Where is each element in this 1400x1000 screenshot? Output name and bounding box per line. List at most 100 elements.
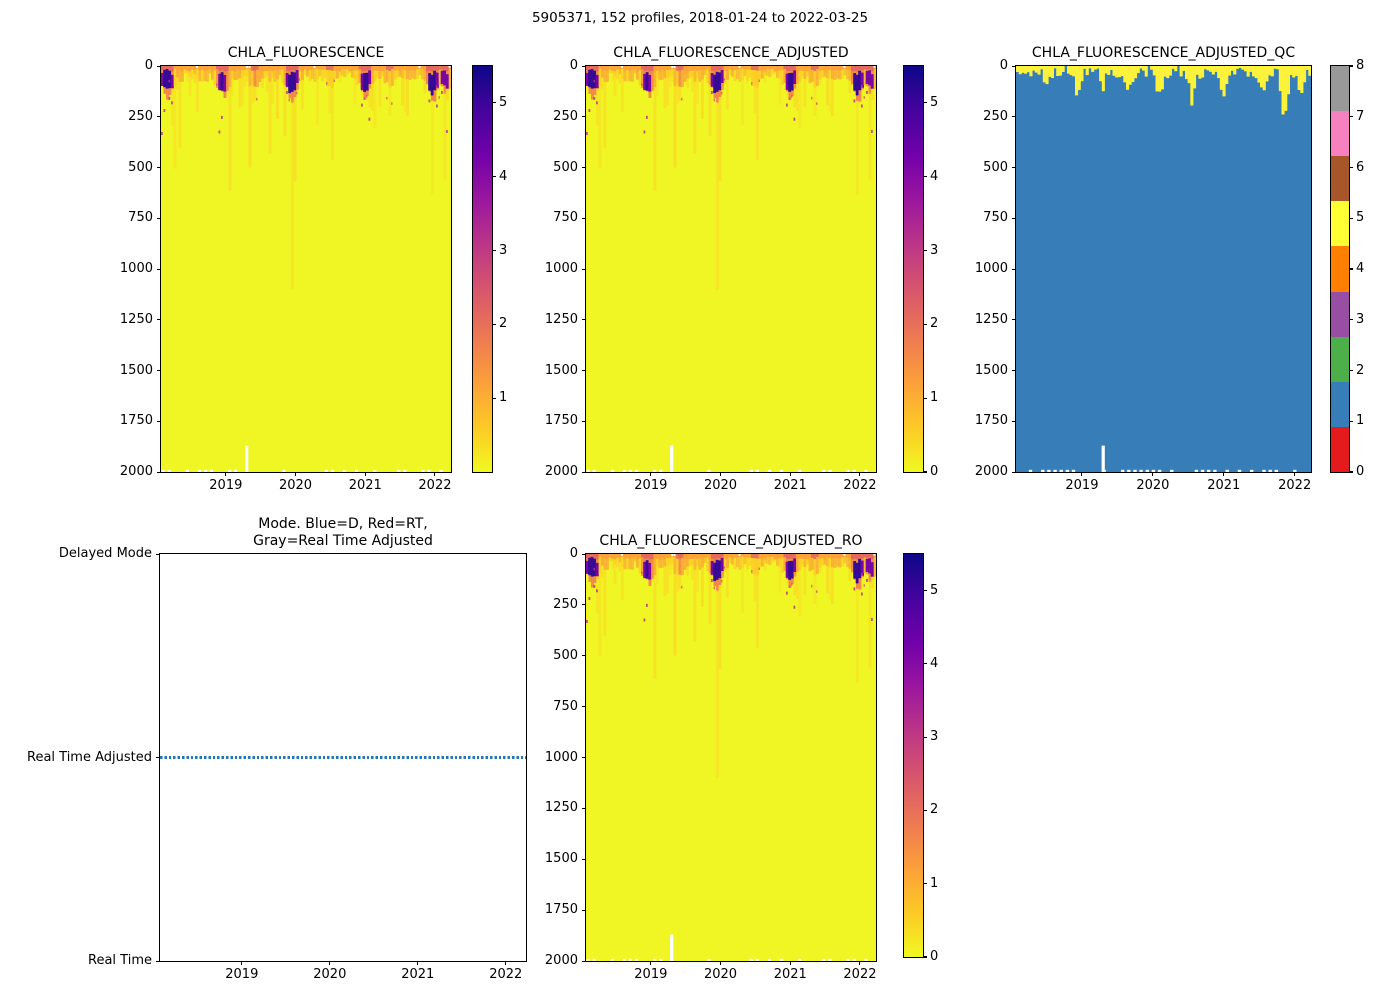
colorbar-tick-label: 0 <box>930 949 939 964</box>
colorbar-tick-mark <box>492 249 496 252</box>
x-tick-mark <box>329 961 331 965</box>
y-tick-label: 2000 <box>119 464 153 479</box>
colorbar-tick-label: 3 <box>499 242 508 258</box>
x-tick-mark <box>789 961 791 965</box>
y-tick-mark <box>157 319 161 321</box>
y-tick-mark <box>582 655 586 657</box>
y-tick-mark <box>1012 370 1016 371</box>
real-time-adjusted-line <box>160 756 526 759</box>
colorbar-tick-mark <box>923 249 927 252</box>
colorbar-tick-label: 0 <box>1356 464 1365 479</box>
colorbar-segment-qc-7 <box>1331 111 1349 157</box>
x-tick-label: 2022 <box>489 967 523 982</box>
colorbar-tick-mark <box>923 883 927 885</box>
colorbar-tick-label: 2 <box>1356 362 1365 378</box>
y-tick-mark <box>582 757 586 758</box>
y-tick-mark <box>582 807 586 809</box>
y-tick-mark <box>582 65 586 67</box>
y-tick-mark <box>1012 116 1016 118</box>
x-tick-label: 2020 <box>703 967 738 982</box>
x-tick-label: 2020 <box>703 478 738 493</box>
y-tick-label: 2000 <box>544 953 578 968</box>
colorbar-chla-fluorescence-adjusted: 0 1 2 3 4 5 <box>903 65 938 479</box>
y-tick-label: 1250 <box>544 800 578 816</box>
y-tick-mark <box>156 757 160 758</box>
y-tick-mark <box>1012 217 1016 219</box>
x-tick-mark <box>859 472 861 476</box>
colorbar-tick-label: 4 <box>930 168 939 184</box>
plot-title: CHLA_FLUORESCENCE_ADJUSTED_QC <box>1031 45 1296 61</box>
y-tick-mark <box>582 268 586 270</box>
y-tick-mark <box>157 420 161 422</box>
colorbar-tick-label: 1 <box>1356 413 1365 429</box>
y-tick-label: 1500 <box>544 851 578 867</box>
x-tick-mark <box>1223 472 1225 476</box>
x-tick-label: 2020 <box>313 967 347 982</box>
colorbar-tick-mark <box>923 176 927 178</box>
chla-fluorescence-adjusted-ro-heatmap <box>586 554 876 961</box>
y-tick-mark <box>582 116 586 118</box>
y-tick-mark <box>582 960 586 962</box>
y-tick-mark <box>1012 65 1016 67</box>
x-tick-mark <box>789 472 791 476</box>
colorbar-segment-qc-1 <box>1331 381 1349 427</box>
x-tick-label: 2020 <box>1136 478 1170 493</box>
x-tick-mark <box>720 961 722 965</box>
y-tick-label: 500 <box>553 159 578 175</box>
y-tick-label: 1500 <box>544 362 578 378</box>
colorbar-tick-label: 5 <box>1356 210 1365 226</box>
colorbar-tick-mark <box>923 736 927 738</box>
plot-title: Mode. Blue=D, Red=RT, Gray=Real Time Adj… <box>253 516 433 549</box>
colorbar-tick-mark <box>1349 116 1353 118</box>
y-tick-mark <box>157 370 161 371</box>
colorbar-tick-label: 3 <box>1356 311 1365 327</box>
x-tick-label: 2019 <box>225 967 259 982</box>
plot-title: CHLA_FLUORESCENCE_ADJUSTED_RO <box>599 533 863 549</box>
x-tick-mark <box>1081 472 1083 476</box>
y-tick-mark <box>582 909 586 911</box>
x-tick-label: 2019 <box>209 478 243 493</box>
chla-fluorescence-adjusted-heatmap <box>586 66 876 472</box>
x-tick-mark <box>417 961 419 965</box>
colorbar-tick-label: 4 <box>930 655 939 671</box>
y-tick-label: 1250 <box>974 311 1008 327</box>
y-tick-label: 2000 <box>974 464 1008 479</box>
colorbar-tick-mark <box>1349 166 1353 169</box>
panel-chla-fluorescence-adjusted: CHLA_FLUORESCENCE_ADJUSTED 0 250 500 750 100… <box>545 45 877 493</box>
y-tick-label: 250 <box>553 108 578 124</box>
colorbar-tick-label: 1 <box>930 875 939 891</box>
y-tick-label: Real Time <box>88 953 152 968</box>
x-tick-label: 2021 <box>348 478 382 493</box>
colorbar-segment-qc-4 <box>1331 246 1349 292</box>
colorbar-tick-mark <box>923 809 927 812</box>
x-tick-mark <box>859 961 861 965</box>
colorbar-tick-label: 2 <box>930 802 939 818</box>
x-tick-label: 2020 <box>278 478 313 493</box>
y-tick-mark <box>156 553 160 555</box>
colorbar-tick-label: 3 <box>930 242 939 258</box>
y-tick-mark <box>1012 420 1016 422</box>
colorbar-qc-flags: 0 1 2 3 4 5 6 7 8 <box>1330 58 1364 479</box>
figure-title: 5905371, 152 profiles, 2018-01-24 to 202… <box>531 10 869 26</box>
x-tick-label: 2021 <box>1207 478 1241 493</box>
y-tick-mark <box>157 268 161 270</box>
y-tick-label: 250 <box>128 108 153 124</box>
y-tick-mark <box>157 116 161 118</box>
y-tick-mark <box>157 471 161 473</box>
y-tick-mark <box>582 858 586 860</box>
colorbar-tick-label: 2 <box>499 316 508 332</box>
y-tick-label: 0 <box>569 546 578 561</box>
colorbar-tick-mark <box>492 323 496 325</box>
y-tick-mark <box>582 370 586 371</box>
y-tick-label: 1750 <box>544 413 578 429</box>
plot-title: CHLA_FLUORESCENCE <box>227 45 385 61</box>
y-tick-label: 750 <box>553 210 578 226</box>
y-tick-mark <box>1012 167 1016 168</box>
x-tick-mark <box>434 472 436 476</box>
x-tick-label: 2021 <box>773 967 807 982</box>
colorbar-tick-mark <box>1349 319 1353 321</box>
colorbar-tick-mark <box>1349 268 1353 270</box>
panel-processing-mode: Mode. Blue=D, Red=RT, Gray=Real Time Adj… <box>27 516 527 982</box>
x-tick-mark <box>650 961 652 965</box>
